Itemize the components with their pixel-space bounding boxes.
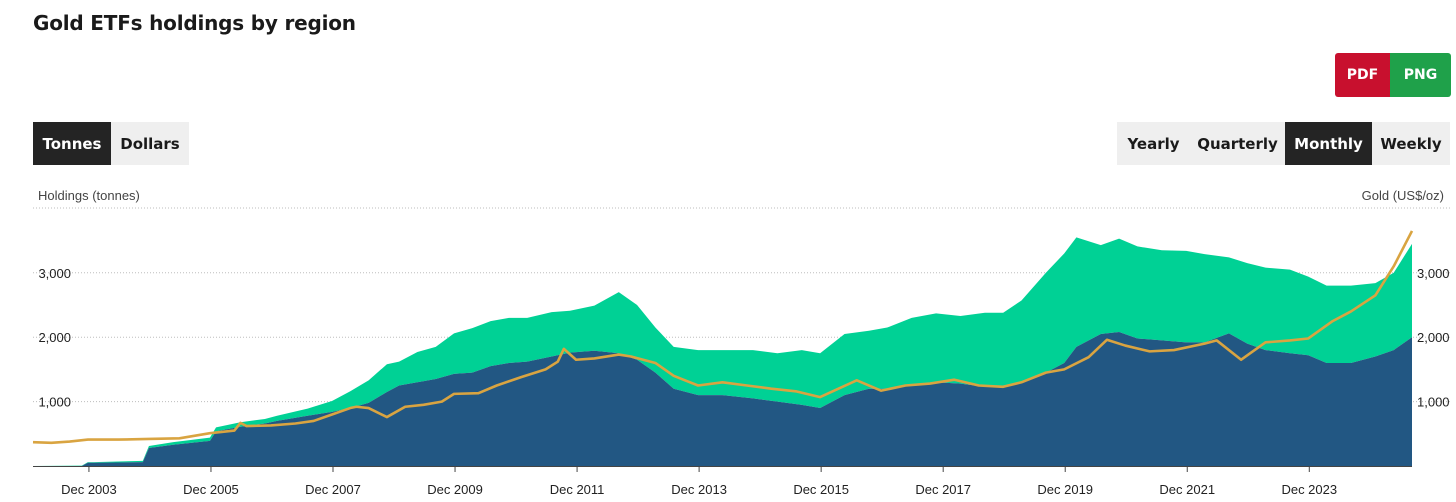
monthly-button[interactable]: Monthly: [1285, 122, 1372, 165]
y-axis-title-left: Holdings (tonnes): [38, 188, 140, 203]
x-tick-label: Dec 2005: [183, 482, 239, 497]
page-title: Gold ETFs holdings by region: [33, 11, 356, 35]
y2-tick-label: 3,000: [1417, 266, 1450, 281]
x-tick-label: Dec 2007: [305, 482, 361, 497]
x-tick-label: Dec 2017: [915, 482, 971, 497]
x-tick-label: Dec 2015: [793, 482, 849, 497]
y-axis-title-right: Gold (US$/oz): [1361, 188, 1444, 203]
y2-tick-label: 2,000: [1417, 330, 1450, 345]
tonnes-button[interactable]: Tonnes: [33, 122, 111, 165]
axis-layer: 1,000 2,000 3,000 1,000 2,000 3,000 Dec 2003 De…: [33, 266, 1450, 497]
x-tick-label: Dec 2011: [550, 482, 605, 497]
frequency-toggle: Yearly Quarterly Monthly Weekly: [1117, 122, 1450, 165]
y2-tick-label: 1,000: [1417, 395, 1450, 410]
yearly-button[interactable]: Yearly: [1117, 122, 1190, 165]
y-tick-label: 3,000: [38, 266, 71, 281]
x-tick-label: Dec 2023: [1281, 482, 1337, 497]
x-tick-label: Dec 2021: [1159, 482, 1215, 497]
y-tick-label: 2,000: [38, 330, 71, 345]
series-area-lower: [33, 332, 1412, 466]
x-tick-label: Dec 2013: [671, 482, 727, 497]
png-export-button[interactable]: PNG: [1390, 53, 1451, 97]
series-area-upper: [33, 237, 1412, 466]
units-toggle: Tonnes Dollars: [33, 122, 189, 165]
y-tick-label: 1,000: [38, 395, 71, 410]
weekly-button[interactable]: Weekly: [1372, 122, 1450, 165]
x-tick-label: Dec 2003: [61, 482, 117, 497]
gold-price-line: [32, 230, 1414, 445]
dollars-button[interactable]: Dollars: [111, 122, 189, 165]
quarterly-button[interactable]: Quarterly: [1190, 122, 1285, 165]
line-layer: [32, 230, 1414, 445]
pdf-export-button[interactable]: PDF: [1335, 53, 1390, 97]
x-tick-label: Dec 2019: [1037, 482, 1093, 497]
x-tick-label: Dec 2009: [427, 482, 483, 497]
area-layer: [33, 237, 1412, 466]
export-buttons: PDF PNG: [1335, 53, 1451, 97]
